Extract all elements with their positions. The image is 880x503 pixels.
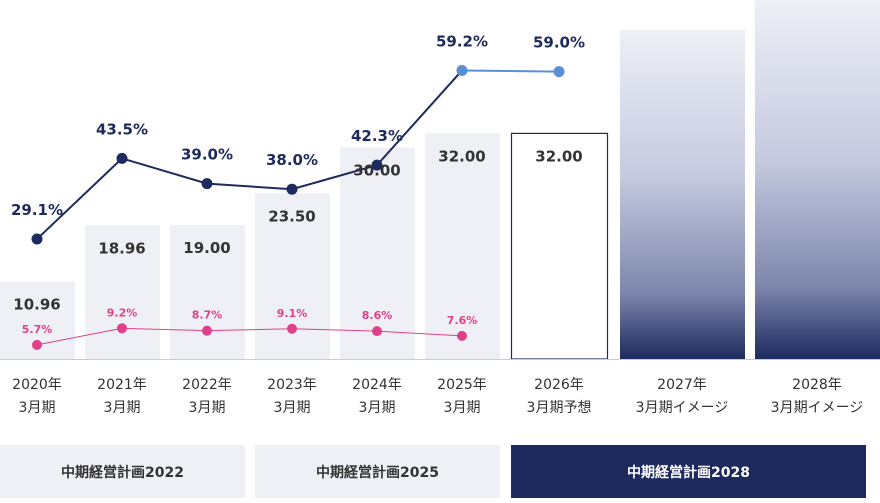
x-tick-label: 3月期予想: [527, 400, 592, 416]
bar-value-label: 19.00: [183, 239, 230, 257]
payout-ratio-line: [36, 69, 463, 240]
doe-point: [202, 325, 212, 336]
bar-value-label: 30.00: [353, 162, 400, 180]
x-tick-label: 2028年: [792, 377, 842, 393]
doe-point: [287, 323, 297, 334]
doe-line: [36, 327, 463, 346]
plan-band: [255, 445, 500, 498]
x-tick-label: 2025年: [437, 377, 487, 393]
doe-point: [117, 323, 127, 334]
x-tick-label: 2022年: [182, 377, 232, 393]
doe-point: [372, 326, 382, 337]
payout-ratio-point: [31, 233, 43, 245]
x-tick-label: 3月期イメージ: [771, 400, 864, 416]
plan-band: [511, 445, 866, 498]
doe-label: 9.2%: [107, 306, 138, 319]
plan-label: 中期経営計画2022: [61, 464, 184, 481]
x-tick-label: 3月期: [189, 400, 226, 416]
payout-ratio-point: [116, 152, 128, 164]
payout-ratio-point: [456, 64, 468, 76]
doe-point: [457, 330, 467, 341]
x-tick-label: 2021年: [97, 377, 147, 393]
bar-value-label: 10.96: [13, 296, 60, 314]
x-tick-label: 3月期: [19, 400, 56, 416]
payout-ratio-point: [371, 159, 383, 171]
doe-label: 7.6%: [447, 314, 478, 327]
payout-ratio-label: 39.0%: [181, 146, 233, 164]
x-tick-label: 3月期: [444, 400, 481, 416]
dividend-bar: [425, 133, 500, 359]
payout-ratio-label: 59.2%: [436, 32, 488, 50]
forecast-bar: [510, 132, 609, 360]
dividend-bar: [340, 147, 415, 359]
dividend-bar: [170, 225, 245, 359]
doe-label: 9.1%: [277, 307, 308, 320]
payout-ratio-label: 59.0%: [533, 34, 585, 52]
x-tick-label: 2020年: [12, 377, 62, 393]
doe-label: 8.6%: [362, 309, 393, 322]
dividend-bar: [85, 225, 160, 359]
doe-point: [32, 339, 42, 350]
x-tick-label: 3月期イメージ: [636, 400, 729, 416]
plan-label: 中期経営計画2028: [627, 464, 750, 481]
payout-ratio-point: [286, 183, 298, 195]
bar-value-label: 32.00: [535, 147, 582, 165]
plan-label: 中期経営計画2025: [316, 464, 439, 481]
x-tick-label: 2026年: [534, 377, 584, 393]
payout-ratio-point: [201, 178, 213, 190]
x-tick-label: 2024年: [352, 377, 402, 393]
x-tick-label: 2027年: [657, 377, 707, 393]
x-tick-label: 3月期: [359, 400, 396, 416]
x-tick-label: 2023年: [267, 377, 317, 393]
payout-ratio-label: 42.3%: [351, 127, 403, 145]
payout-ratio-label: 29.1%: [11, 201, 63, 219]
bar-value-label: 18.96: [98, 239, 145, 257]
image-bar: [755, 0, 880, 359]
doe-label: 8.7%: [192, 309, 223, 322]
image-bar: [620, 30, 745, 359]
bar-value-label: 23.50: [268, 207, 315, 225]
x-tick-label: 3月期: [274, 400, 311, 416]
doe-label: 5.7%: [22, 323, 53, 336]
payout-ratio-label: 38.0%: [266, 151, 318, 169]
x-tick-label: 3月期: [104, 400, 141, 416]
plan-band: [0, 445, 245, 498]
payout-ratio-forecast-line: [461, 69, 560, 73]
bar-value-label: 32.00: [438, 147, 485, 165]
payout-ratio-point: [553, 66, 565, 78]
payout-ratio-label: 43.5%: [96, 120, 148, 138]
